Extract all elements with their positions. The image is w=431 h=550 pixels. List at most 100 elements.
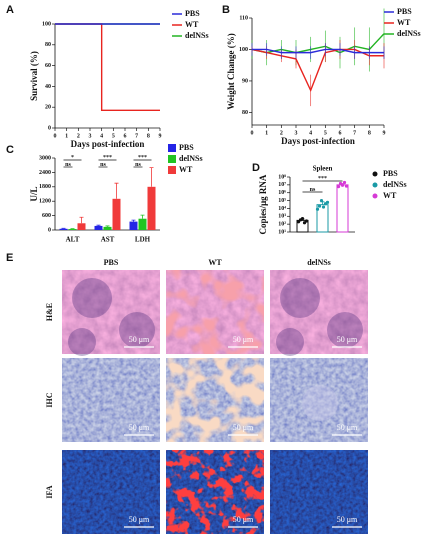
x-tick-label: 7 — [135, 133, 138, 139]
x-tick-label: 1 — [65, 133, 68, 139]
legend-label: delNSs — [185, 31, 209, 40]
y-tick-label: 10¹ — [278, 229, 286, 235]
data-point — [300, 217, 305, 221]
row-label: IHC — [45, 392, 54, 407]
column-header: PBS — [104, 258, 119, 267]
error-bar — [79, 216, 84, 224]
y-tick-label: 20 — [45, 105, 51, 111]
scale-bar-label: 50 μm — [337, 423, 358, 432]
panel-label: A — [6, 4, 14, 16]
error-bar — [114, 182, 119, 199]
y-tick-label: 80 — [242, 110, 248, 116]
legend-label: WT — [383, 191, 397, 200]
x-tick-label: 3 — [89, 133, 92, 139]
bar — [112, 198, 121, 230]
y-tick-label: 110 — [239, 15, 248, 21]
bar — [129, 221, 138, 230]
significance-label: ns — [100, 162, 106, 168]
error-bar — [149, 167, 154, 187]
line — [251, 33, 385, 54]
legend-label: WT — [397, 18, 411, 27]
x-tick-label: 8 — [368, 130, 371, 136]
scale-bar-label: 50 μm — [337, 515, 358, 524]
x-tick-label: 9 — [383, 130, 386, 136]
significance-label: *** — [138, 155, 147, 161]
x-tick-label: 8 — [147, 133, 150, 139]
row-label: H&E — [45, 303, 54, 321]
panel-label: E — [6, 252, 13, 264]
bar — [336, 184, 349, 233]
error-bar — [105, 225, 110, 227]
bar — [103, 226, 112, 230]
bar — [147, 186, 156, 230]
scale-bar-label: 50 μm — [129, 515, 150, 524]
y-axis-label: Copies/μg RNA — [258, 174, 268, 234]
y-tick-label: 10² — [278, 222, 286, 228]
panel-label: B — [222, 4, 230, 16]
x-tick-label: 5 — [112, 133, 115, 139]
follicle — [327, 312, 363, 348]
y-axis-label: Survival (%) — [29, 51, 39, 101]
x-tick-label: 4 — [100, 133, 103, 139]
x-axis-label: Days post-infection — [281, 136, 355, 146]
significance-label: * — [71, 155, 74, 161]
x-tick-label: 0 — [54, 133, 57, 139]
significance-label: ns — [310, 187, 316, 193]
data-point — [325, 200, 330, 204]
staining — [166, 270, 264, 354]
data-point — [315, 207, 320, 211]
legend-label: delNSs — [383, 180, 407, 189]
legend-swatch — [372, 171, 378, 177]
column-header: delNSs — [307, 258, 331, 267]
bar — [68, 229, 77, 230]
y-tick-label: 10⁴ — [278, 206, 286, 212]
data-point — [296, 220, 301, 224]
y-tick-label: 60 — [45, 63, 51, 69]
follicle — [276, 328, 304, 356]
x-tick-label: 7 — [353, 130, 356, 136]
legend-label: PBS — [397, 7, 412, 16]
row-label: IFA — [45, 485, 54, 498]
panel-label: C — [6, 144, 14, 156]
data-point — [304, 219, 309, 223]
micrograph — [270, 270, 368, 354]
y-tick-label: 1200 — [39, 199, 51, 205]
y-tick-label: 10⁵ — [278, 198, 286, 204]
x-tick-label: 5 — [324, 130, 327, 136]
x-tick-label: AST — [101, 236, 115, 244]
legend-label: delNSs — [179, 154, 203, 163]
y-axis-label: Weight Change (%) — [226, 33, 236, 110]
legend-label: WT — [185, 20, 199, 29]
germinal-center — [302, 385, 338, 421]
significance-label: ns — [135, 162, 141, 168]
data-point — [336, 185, 341, 189]
y-tick-label: 100 — [239, 47, 248, 53]
y-tick-label: 80 — [45, 42, 51, 48]
y-tick-label: 2400 — [39, 170, 51, 176]
follicle — [280, 278, 320, 318]
x-axis-label: Days post-infection — [71, 139, 145, 149]
x-tick-label: 2 — [280, 130, 283, 136]
data-point — [317, 204, 322, 208]
x-tick-label: 4 — [309, 130, 312, 136]
error-bar — [140, 214, 145, 219]
legend-swatch — [372, 193, 378, 199]
follicle — [68, 328, 96, 356]
chart-title: Spleen — [313, 165, 333, 173]
column-header: WT — [208, 258, 222, 267]
micrograph — [270, 450, 368, 534]
x-tick-label: 0 — [251, 130, 254, 136]
x-tick-label: 6 — [124, 133, 127, 139]
significance-label: ns — [65, 162, 71, 168]
scale-bar-label: 50 μm — [233, 335, 254, 344]
y-tick-label: 10⁸ — [278, 174, 286, 180]
micrograph — [62, 450, 160, 534]
legend-label: PBS — [185, 9, 200, 18]
data-point — [344, 184, 349, 188]
micrograph — [62, 358, 160, 442]
data-point — [319, 198, 324, 203]
panel-e: E PBS WT delNSs H&E IHC IFA 50 μm 50 μm 50 μm 50 μ… — [6, 252, 368, 534]
y-tick-label: 3000 — [39, 155, 51, 161]
